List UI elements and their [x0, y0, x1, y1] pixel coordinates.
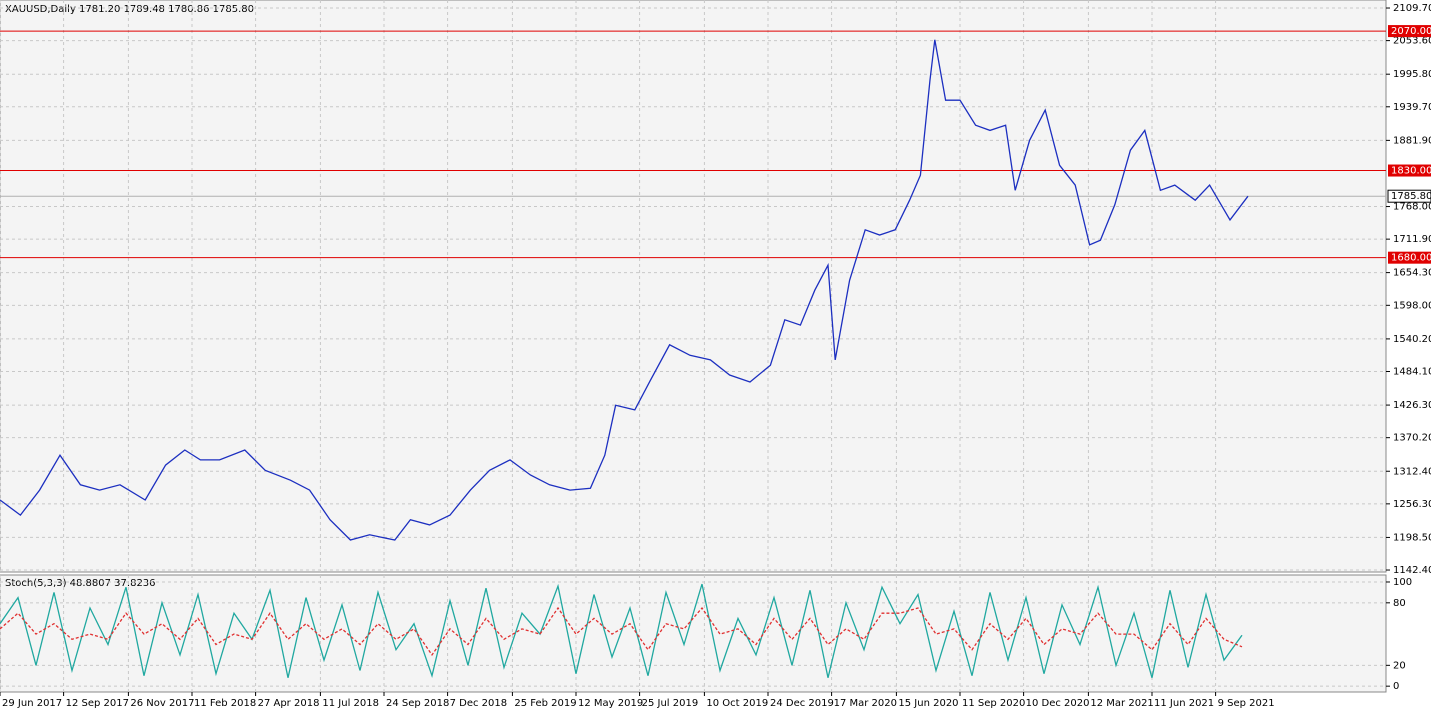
y-tick-label: 80 — [1393, 598, 1406, 609]
series-line — [0, 583, 1243, 679]
y-tick-label: 1768.00 — [1393, 202, 1431, 213]
series-line — [0, 606, 1243, 657]
x-tick-label: 10 Dec 2020 — [1026, 698, 1090, 709]
x-tick-label: 17 Mar 2020 — [834, 698, 897, 709]
y-tick-label: 2109.70 — [1393, 3, 1431, 14]
y-tick-label: 1312.40 — [1393, 466, 1431, 477]
x-tick-label: 27 Apr 2018 — [258, 698, 320, 709]
x-tick-label: 12 Mar 2021 — [1090, 698, 1153, 709]
chart-title: XAUUSD,Daily 1781.20 1789.48 1780.86 178… — [5, 4, 254, 15]
x-tick-label: 24 Dec 2019 — [770, 698, 834, 709]
y-tick-label: 1881.90 — [1393, 135, 1431, 146]
price-panel — [0, 0, 1387, 573]
y-tick-label: 1198.50 — [1393, 532, 1431, 543]
series-line — [0, 39, 1249, 541]
x-tick-label: 9 Sep 2021 — [1218, 698, 1275, 709]
y-tick-label: 1426.30 — [1393, 400, 1431, 411]
y-tick-label: 1995.80 — [1393, 69, 1431, 80]
y-tick-label: 1484.10 — [1393, 366, 1431, 377]
x-tick-label: 24 Sep 2018 — [386, 698, 449, 709]
level-label: 1830.00 — [1391, 166, 1431, 177]
y-tick-label: 1598.00 — [1393, 300, 1431, 311]
stoch-title: Stoch(5,3,3) 48.8807 37.8236 — [5, 578, 156, 589]
last-price-box — [1387, 189, 1431, 203]
x-tick-label: 10 Oct 2019 — [706, 698, 768, 709]
x-tick-label: 11 Jun 2021 — [1154, 698, 1214, 709]
y-tick-label: 1540.20 — [1393, 334, 1431, 345]
x-tick-label: 25 Jul 2019 — [642, 698, 699, 709]
y-tick-label: 1939.70 — [1393, 102, 1431, 113]
y-tick-label: 1711.90 — [1393, 234, 1431, 245]
y-tick-label: 100 — [1393, 577, 1412, 588]
y-tick-label: 0 — [1393, 681, 1399, 692]
stoch-panel — [0, 574, 1387, 693]
y-tick-label: 2053.60 — [1393, 36, 1431, 47]
level-label-box — [1388, 164, 1431, 177]
x-tick-label: 12 May 2019 — [578, 698, 643, 709]
x-tick-label: 11 Feb 2018 — [194, 698, 256, 709]
level-label: 2070.00 — [1391, 26, 1431, 37]
y-tick-label: 1654.30 — [1393, 268, 1431, 279]
level-label-box — [1388, 25, 1431, 38]
x-tick-label: 11 Sep 2020 — [962, 698, 1025, 709]
x-tick-label: 12 Sep 2017 — [66, 698, 129, 709]
x-tick-label: 15 Jun 2020 — [898, 698, 958, 709]
y-tick-label: 1142.40 — [1393, 565, 1431, 576]
y-tick-label: 20 — [1393, 660, 1406, 671]
x-tick-label: 25 Feb 2019 — [514, 698, 576, 709]
x-tick-label: 26 Nov 2017 — [130, 698, 194, 709]
last-price-label: 1785.80 — [1391, 191, 1431, 202]
level-label: 1680.00 — [1391, 253, 1431, 264]
x-tick-label: 11 Jul 2018 — [322, 698, 379, 709]
y-tick-label: 1256.30 — [1393, 499, 1431, 510]
level-label-box — [1388, 251, 1431, 264]
y-tick-label: 1370.20 — [1393, 433, 1431, 444]
x-tick-label: 7 Dec 2018 — [450, 698, 508, 709]
x-tick-label: 29 Jun 2017 — [2, 698, 62, 709]
